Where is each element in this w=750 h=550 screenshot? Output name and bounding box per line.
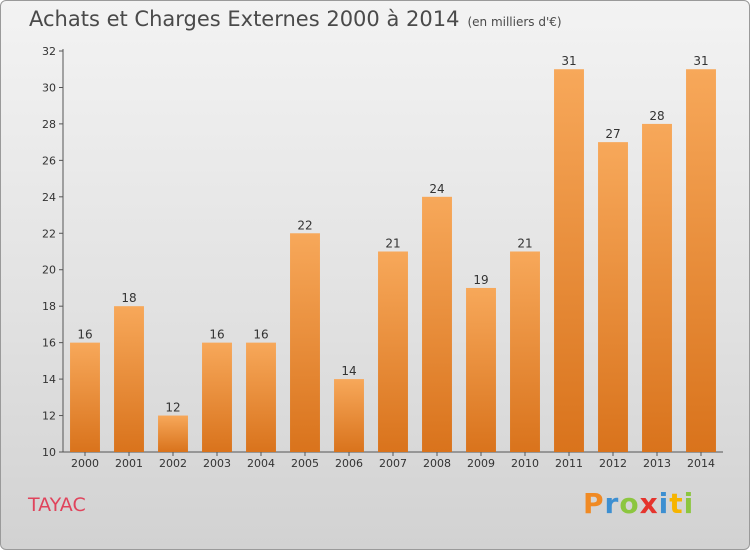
bar-2008	[422, 196, 452, 452]
logo-letter: t	[669, 487, 684, 520]
y-tick-label: 18	[42, 300, 56, 313]
chart-title-text: Achats et Charges Externes 2000 à 2014	[29, 7, 460, 31]
y-tick-label: 28	[42, 118, 56, 131]
x-tick-label-2004: 2004	[247, 457, 275, 470]
proxiti-logo: Proxiti	[583, 487, 694, 520]
x-tick-label-2000: 2000	[71, 457, 99, 470]
value-labels: 16 18 12 16 16 22 14 21 24 19 21 31 27 28 31	[77, 54, 708, 414]
logo-letter: o	[619, 487, 640, 520]
x-tick-label-2010: 2010	[511, 457, 539, 470]
data-label-2005: 22	[297, 218, 312, 232]
y-tick-label: 30	[42, 81, 56, 94]
bar-2011	[554, 69, 584, 453]
x-tick-label-2002: 2002	[159, 457, 187, 470]
chart-subtitle: (en milliers d'€)	[467, 15, 562, 29]
data-label-2002: 12	[165, 401, 180, 415]
y-tick-label: 22	[42, 227, 56, 240]
data-label-2004: 16	[253, 328, 268, 342]
bar-2010	[510, 251, 540, 452]
x-tick-label-2011: 2011	[555, 457, 583, 470]
data-label-2012: 27	[605, 127, 620, 141]
data-label-2000: 16	[77, 328, 92, 342]
data-label-2010: 21	[517, 237, 532, 251]
logo-letter: P	[583, 487, 605, 520]
chart-title: Achats et Charges Externes 2000 à 2014 (e…	[29, 7, 562, 31]
bar-2003	[202, 342, 232, 452]
bar-2000	[70, 342, 100, 452]
axes: 10 12 14 16 18 20 22 24 26 28 30 32 2000 2001 2002 2003…	[42, 45, 723, 470]
data-label-2009: 19	[473, 273, 488, 287]
y-tick-label: 26	[42, 154, 56, 167]
y-tick-label: 24	[42, 191, 56, 204]
x-tick-label-2005: 2005	[291, 457, 319, 470]
data-label-2003: 16	[209, 328, 224, 342]
bar-2001	[114, 306, 144, 452]
x-tick-label-2009: 2009	[467, 457, 495, 470]
x-tick-label-2014: 2014	[687, 457, 715, 470]
x-tick-label-2006: 2006	[335, 457, 363, 470]
y-tick-label: 10	[42, 446, 56, 459]
bar-2005	[290, 233, 320, 452]
data-label-2006: 14	[341, 364, 356, 378]
x-tick-label-2003: 2003	[203, 457, 231, 470]
data-label-2008: 24	[429, 182, 444, 196]
y-tick-label: 14	[42, 373, 56, 386]
bar-2006	[334, 379, 364, 452]
data-label-2013: 28	[649, 109, 664, 123]
x-tick-label-2007: 2007	[379, 457, 407, 470]
data-label-2011: 31	[561, 54, 576, 68]
bar-2002	[158, 415, 188, 452]
logo-letter: r	[604, 487, 620, 520]
y-tick-label: 16	[42, 337, 56, 350]
data-label-2007: 21	[385, 237, 400, 251]
bar-2009	[466, 287, 496, 452]
logo-letter: x	[639, 487, 659, 520]
y-tick-label: 20	[42, 264, 56, 277]
bar-2013	[642, 123, 672, 452]
bar-2012	[598, 142, 628, 453]
bars	[70, 69, 716, 453]
bar-2014	[686, 69, 716, 453]
x-tick-label-2001: 2001	[115, 457, 143, 470]
commune-name: TAYAC	[28, 494, 86, 516]
bar-2004	[246, 342, 276, 452]
y-tick-label: 12	[42, 410, 56, 423]
data-label-2001: 18	[121, 291, 136, 305]
bar-chart: 10 12 14 16 18 20 22 24 26 28 30 32 2000 2001 2002 2003…	[42, 45, 723, 470]
logo-letter: i	[658, 487, 670, 520]
bar-2007	[378, 251, 408, 452]
x-tick-label-2013: 2013	[643, 457, 671, 470]
logo-letter: i	[683, 487, 695, 520]
x-tick-label-2012: 2012	[599, 457, 627, 470]
y-tick-label: 32	[42, 45, 56, 58]
x-tick-label-2008: 2008	[423, 457, 451, 470]
data-label-2014: 31	[693, 54, 708, 68]
